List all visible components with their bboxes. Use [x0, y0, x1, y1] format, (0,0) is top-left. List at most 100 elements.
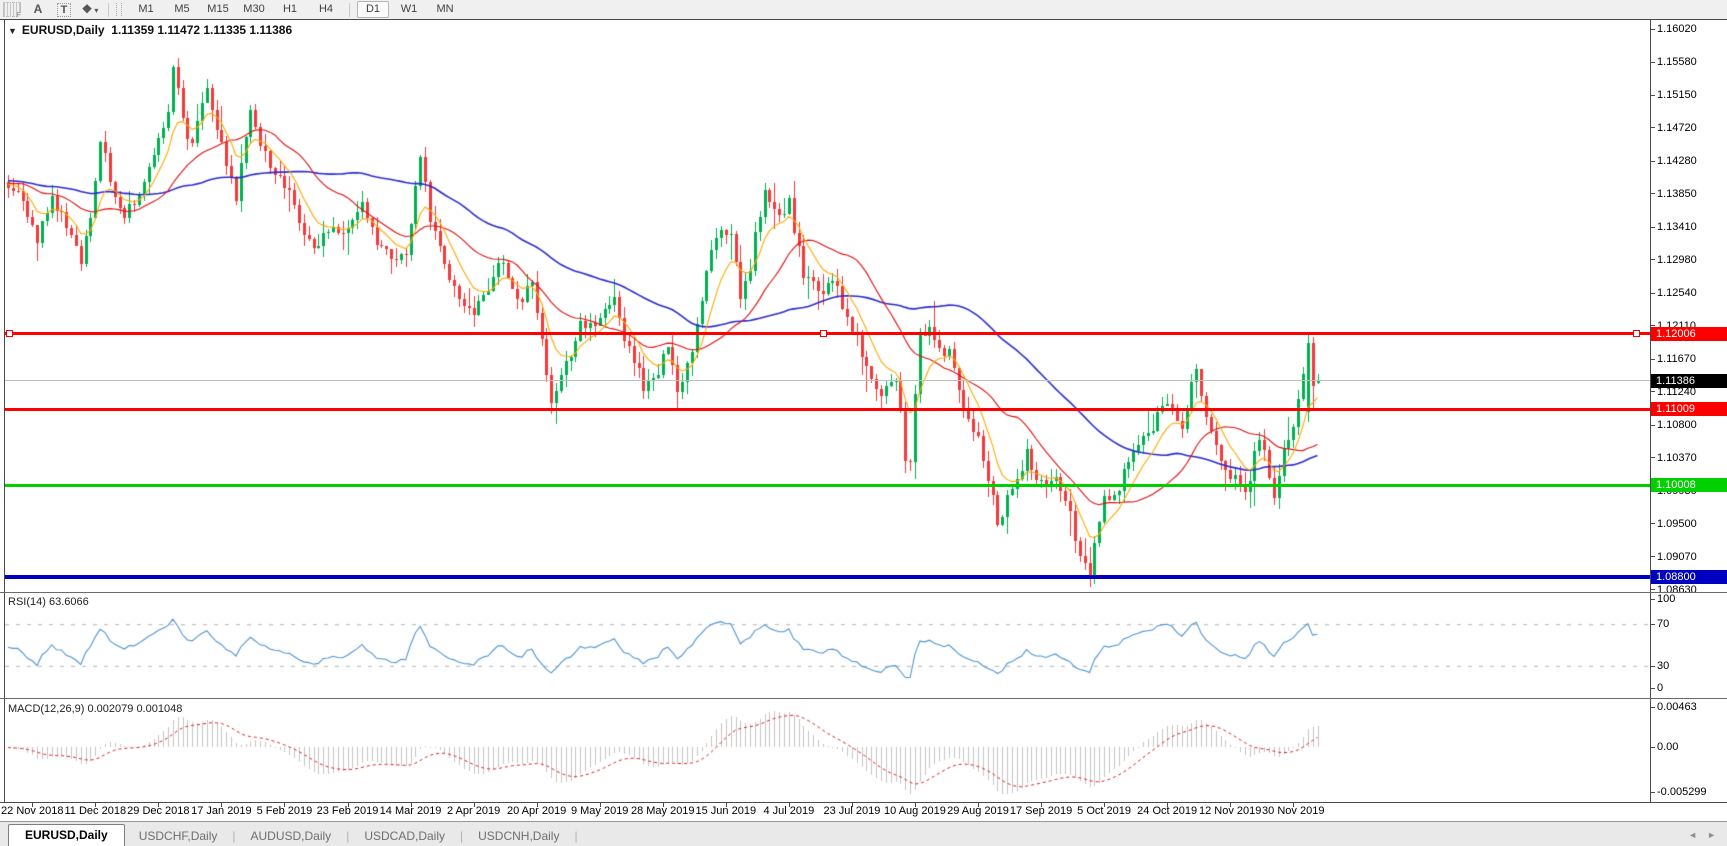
date-axis-label: 28 May 2019 [630, 805, 695, 817]
date-axis-tick [1104, 802, 1106, 807]
timeframe-h4-button[interactable]: H4 [318, 3, 334, 15]
date-axis-label: 23 Feb 2019 [316, 805, 379, 817]
chart-tab-audusd[interactable]: AUDUSD,Daily [250, 829, 332, 843]
chart-tab-usdchf[interactable]: USDCHF,Daily [138, 829, 218, 843]
date-axis-label: 17 Jan 2019 [191, 805, 252, 817]
line-handle-right[interactable] [1633, 330, 1640, 338]
date-axis-tick [1167, 802, 1169, 807]
macd-panel-splitter[interactable] [0, 698, 1727, 699]
price-axis-tick [1650, 94, 1655, 96]
price-axis-line[interactable] [1650, 19, 1651, 803]
price-axis-tick [1650, 358, 1655, 360]
price-axis-tick [1650, 127, 1655, 129]
date-axis-tick [1230, 802, 1232, 807]
price-axis-label: 1.09500 [1657, 517, 1697, 530]
rsi-axis-label: 100 [1657, 593, 1676, 605]
timeframe-d1-button[interactable]: D1 [357, 1, 389, 18]
price-axis-label: 1.13850 [1657, 187, 1697, 200]
chart-tab-usdcnh[interactable]: USDCNH,Daily [478, 829, 560, 843]
date-axis-tick [851, 802, 853, 807]
date-axis-tick [1293, 802, 1295, 807]
chart-frame-left [4, 19, 5, 803]
price-axis-label: 1.15580 [1657, 56, 1697, 69]
objects-tool-button[interactable]: ❖ ▾ [79, 1, 101, 18]
chart-tab-eurusd[interactable]: EURUSD,Daily [8, 824, 125, 846]
tab-separator: | [460, 829, 464, 843]
price-axis-label: 1.16020 [1657, 23, 1697, 35]
tab-scroll-arrows: ◄ ► [1683, 830, 1721, 840]
chevron-down-icon[interactable]: ▾ [94, 6, 99, 15]
rsi-label: RSI(14) 63.6066 [8, 596, 89, 608]
text-label-tool-button[interactable]: A [27, 1, 49, 18]
tabs-group: EURUSD,Daily USDCHF,Daily | AUDUSD,Daily | US… [0, 824, 579, 846]
timeframe-m1-button[interactable]: M1 [138, 3, 154, 15]
date-axis-label: 17 Sep 2019 [1009, 805, 1073, 817]
date-axis-tick [473, 802, 475, 807]
rsi-axis-label: 30 [1657, 659, 1670, 672]
price-axis-tick [1650, 160, 1655, 162]
date-axis-label: 10 Aug 2019 [884, 805, 946, 817]
chart-title: ▼ EURUSD,Daily 1.11359 1.11472 1.11335 1.… [8, 23, 292, 37]
timeframe-w1-button[interactable]: W1 [400, 3, 418, 15]
date-axis-tick [347, 802, 349, 807]
date-axis-label: 14 Mar 2019 [379, 805, 442, 817]
text-box-tool-button-glyph: T [56, 3, 72, 17]
timeframe-mn-button[interactable]: MN [436, 3, 454, 15]
date-axis-label: 29 Aug 2019 [947, 805, 1009, 817]
date-axis-tick [1041, 802, 1043, 807]
timeframe-m15-button[interactable]: M15 [207, 3, 229, 15]
price-axis-tick [1650, 292, 1655, 294]
toolbar-grip-icon[interactable]: F [3, 2, 21, 19]
date-axis-label: 15 Jun 2019 [695, 805, 757, 817]
price-axis-tick [1650, 523, 1655, 525]
date-axis-label: 9 May 2019 [570, 805, 629, 817]
price-chart-canvas[interactable] [5, 20, 1650, 592]
price-axis-label: 1.12980 [1657, 253, 1697, 266]
macd-axis-label: 0.00463 [1657, 701, 1697, 714]
macd-axis-tick [1650, 747, 1655, 748]
timeframe-m5-button[interactable]: M5 [174, 3, 190, 15]
macd-signal-value: 0.001048 [136, 703, 183, 715]
chart-tab-usdcad[interactable]: USDCAD,Daily [364, 829, 445, 843]
rsi-axis-tick [1650, 665, 1655, 667]
resistance-price-tag: 1.12006 [1651, 326, 1727, 341]
symbol-name: EURUSD,Daily [21, 23, 105, 37]
objects-tool-button-glyph: ❖ [81, 2, 93, 16]
tab-scroll-right-icon[interactable]: ► [1707, 830, 1716, 840]
chevron-down-icon[interactable]: ▼ [8, 26, 17, 36]
price-axis-label: 1.13410 [1657, 221, 1697, 234]
price-axis-label: 1.09070 [1657, 550, 1697, 563]
bid-price-line[interactable] [5, 380, 1650, 382]
rsi-panel-splitter[interactable] [0, 592, 1727, 593]
macd-axis-label: 0.00 [1657, 741, 1679, 753]
toolbar-separator [108, 2, 109, 17]
resistance-line-1.12006[interactable] [5, 332, 1650, 336]
date-axis-label: 12 Nov 2019 [1198, 805, 1262, 817]
rsi-current-value: 63.6066 [48, 596, 89, 608]
support-line-1.08800[interactable] [5, 574, 1650, 579]
date-axis-label: 22 Nov 2018 [1, 805, 64, 817]
line-handle-center[interactable] [820, 330, 827, 338]
resistance-line-1.11009[interactable] [5, 407, 1650, 411]
price-axis-label: 1.11240 [1657, 385, 1696, 398]
line-handle-left[interactable] [6, 330, 13, 338]
tab-scroll-left-icon[interactable]: ◄ [1688, 830, 1698, 840]
price-axis-tick [1650, 193, 1655, 195]
date-axis-tick [788, 802, 790, 807]
date-axis-tick [725, 802, 727, 807]
price-axis-tick [1650, 226, 1655, 228]
timeframe-m30-button[interactable]: M30 [243, 3, 265, 15]
chart-tab-bar: EURUSD,Daily USDCHF,Daily | AUDUSD,Daily | US… [0, 821, 1727, 846]
support-line-1.10008[interactable] [5, 483, 1650, 487]
timeframe-h1-button[interactable]: H1 [282, 3, 298, 15]
date-axis-tick [536, 802, 538, 807]
text-box-tool-button[interactable]: T [53, 1, 75, 18]
rsi-indicator-canvas[interactable] [5, 593, 1650, 697]
date-axis-tick [95, 802, 97, 807]
macd-indicator-canvas[interactable] [5, 700, 1650, 801]
toolbar-separator [349, 2, 350, 17]
date-axis-tick [914, 802, 916, 807]
text-label-tool-button-glyph: A [33, 2, 43, 16]
date-axis-tick [221, 802, 223, 807]
